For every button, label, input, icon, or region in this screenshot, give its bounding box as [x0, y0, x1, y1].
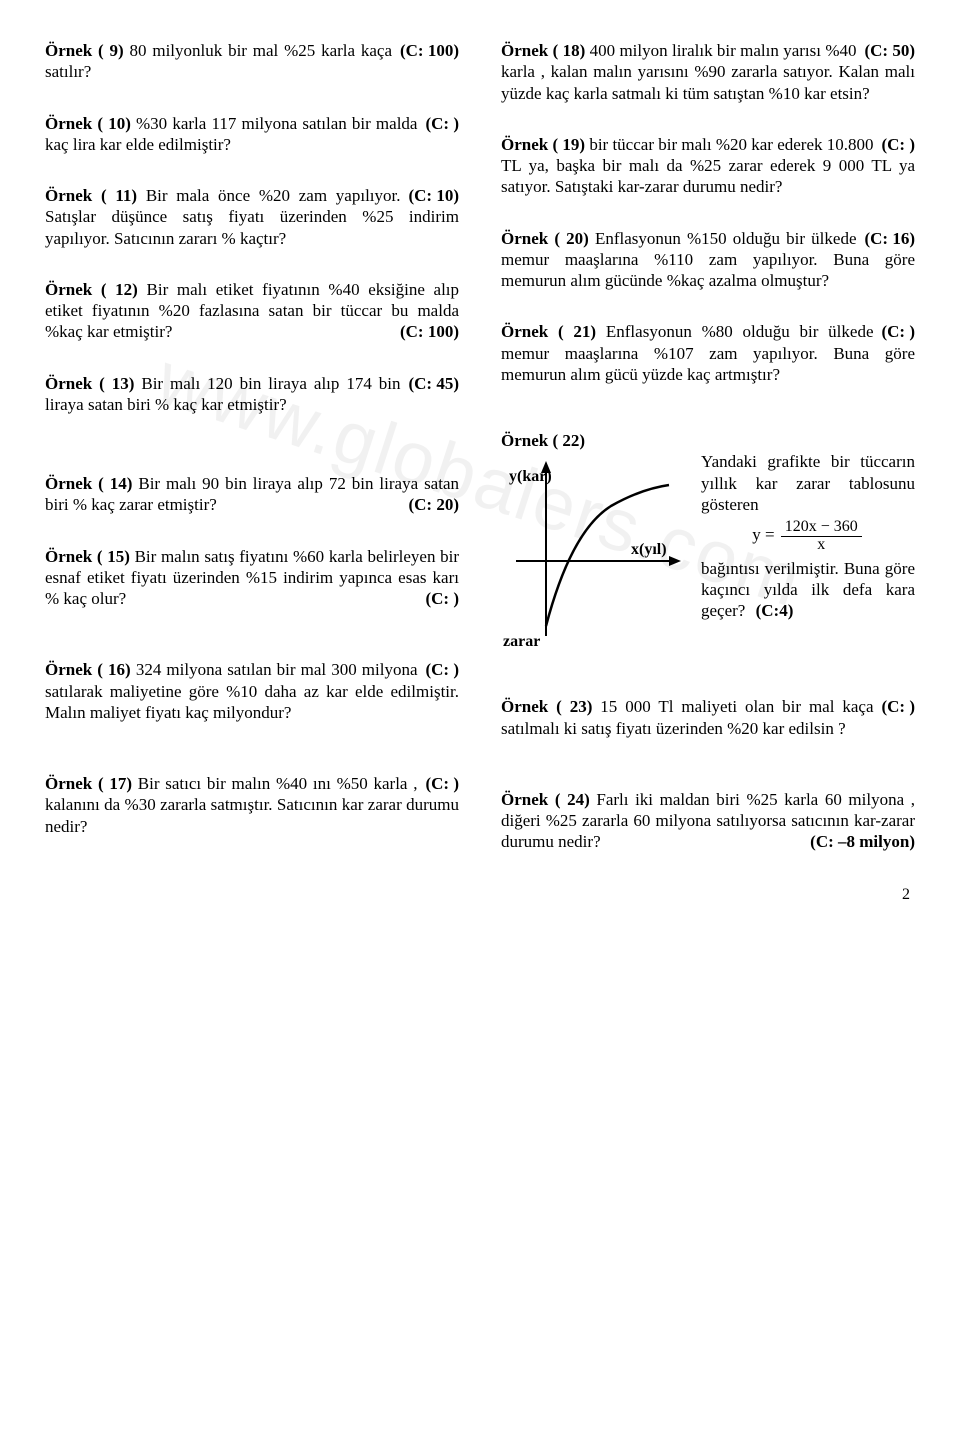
formula-y: y =: [752, 525, 774, 544]
answer: (C: 16): [864, 228, 915, 249]
x-axis-label: x(yıl): [631, 541, 667, 558]
columns: (C: 100) Örnek ( 9) 80 milyonluk bir mal…: [45, 40, 915, 883]
example-label: Örnek ( 19): [501, 135, 585, 154]
example-24: Örnek ( 24) Farlı iki maldan biri %25 ka…: [501, 789, 915, 853]
example-label: Örnek ( 20): [501, 229, 589, 248]
example-label: Örnek ( 13): [45, 374, 134, 393]
example-label: Örnek ( 23): [501, 697, 592, 716]
example-label: Örnek ( 10): [45, 114, 131, 133]
answer: (C: ): [425, 659, 459, 680]
formula-num: 120x − 360: [781, 519, 862, 536]
answer: (C: ): [425, 773, 459, 794]
text-part1: Yandaki grafikte bir tüccarın yıllık kar…: [701, 452, 915, 514]
answer: (C: ): [425, 113, 459, 134]
example-label: Örnek ( 15): [45, 547, 130, 566]
example-label: Örnek ( 24): [501, 790, 590, 809]
example-15: Örnek ( 15) Bir malın satış fiyatını %60…: [45, 546, 459, 610]
example-19: (C: ) Örnek ( 19) bir tüccar bir malı %2…: [501, 134, 915, 198]
page-content: (C: 100) Örnek ( 9) 80 milyonluk bir mal…: [45, 40, 915, 883]
example-11: (C: 10) Örnek ( 11) Bir mala önce %20 za…: [45, 185, 459, 249]
answer: (C: ): [881, 696, 915, 717]
formula-den: x: [781, 536, 862, 554]
example-label: Örnek ( 16): [45, 660, 131, 679]
text-part2: bağıntısı verilmiştir. Buna göre kaçıncı…: [701, 559, 915, 621]
example-12: Örnek ( 12) Bir malı etiket fiyatının %4…: [45, 279, 459, 343]
example-16: (C: ) Örnek ( 16) 324 milyona satılan bi…: [45, 659, 459, 723]
answer: (C: ): [425, 588, 459, 609]
answer: (C: ): [881, 134, 915, 155]
answer: (C: 50): [864, 40, 915, 61]
example-label: Örnek ( 21): [501, 322, 596, 341]
example-18: (C: 50) Örnek ( 18) 400 milyon liralık b…: [501, 40, 915, 104]
answer: (C: ): [881, 321, 915, 342]
example-22-text: Yandaki grafikte bir tüccarın yıllık kar…: [701, 451, 915, 651]
y-axis-label: y(kar): [509, 468, 552, 485]
answer: (C:4): [756, 601, 794, 620]
answer: (C: 10): [408, 185, 459, 206]
example-label: Örnek ( 22): [501, 431, 585, 450]
example-label: Örnek ( 11): [45, 186, 137, 205]
answer: (C: 100): [400, 40, 459, 61]
example-20: (C: 16) Örnek ( 20) Enflasyonun %150 old…: [501, 228, 915, 292]
neg-axis-label: zarar: [503, 633, 540, 650]
left-column: (C: 100) Örnek ( 9) 80 milyonluk bir mal…: [45, 40, 459, 883]
formula-fraction: 120x − 360 x: [781, 519, 862, 554]
graph-figure: y(kar) x(yıl) zarar: [501, 451, 691, 651]
example-label: Örnek ( 17): [45, 774, 132, 793]
answer: (C: 20): [408, 494, 459, 515]
example-9: (C: 100) Örnek ( 9) 80 milyonluk bir mal…: [45, 40, 459, 83]
example-23: (C: ) Örnek ( 23) 15 000 Tl maliyeti ola…: [501, 696, 915, 739]
example-21: (C: ) Örnek ( 21) Enflasyonun %80 olduğu…: [501, 321, 915, 385]
answer: (C: 100): [400, 321, 459, 342]
example-13: (C: 45) Örnek ( 13) Bir malı 120 bin lir…: [45, 373, 459, 416]
example-14: Örnek ( 14) Bir malı 90 bin liraya alıp …: [45, 473, 459, 516]
answer: (C: 45): [408, 373, 459, 394]
right-column: (C: 50) Örnek ( 18) 400 milyon liralık b…: [501, 40, 915, 883]
example-label: Örnek ( 12): [45, 280, 138, 299]
page-number: 2: [902, 885, 910, 905]
example-label: Örnek ( 18): [501, 41, 585, 60]
example-label: Örnek ( 9): [45, 41, 124, 60]
answer: (C: –8 milyon): [810, 831, 915, 852]
kar-zarar-graph: y(kar) x(yıl) zarar: [501, 451, 691, 651]
example-17: (C: ) Örnek ( 17) Bir satıcı bir malın %…: [45, 773, 459, 837]
example-label: Örnek ( 14): [45, 474, 132, 493]
example-10: (C: ) Örnek ( 10) %30 karla 117 milyona …: [45, 113, 459, 156]
example-22: y(kar) x(yıl) zarar Yandaki grafikte bir…: [501, 451, 915, 651]
